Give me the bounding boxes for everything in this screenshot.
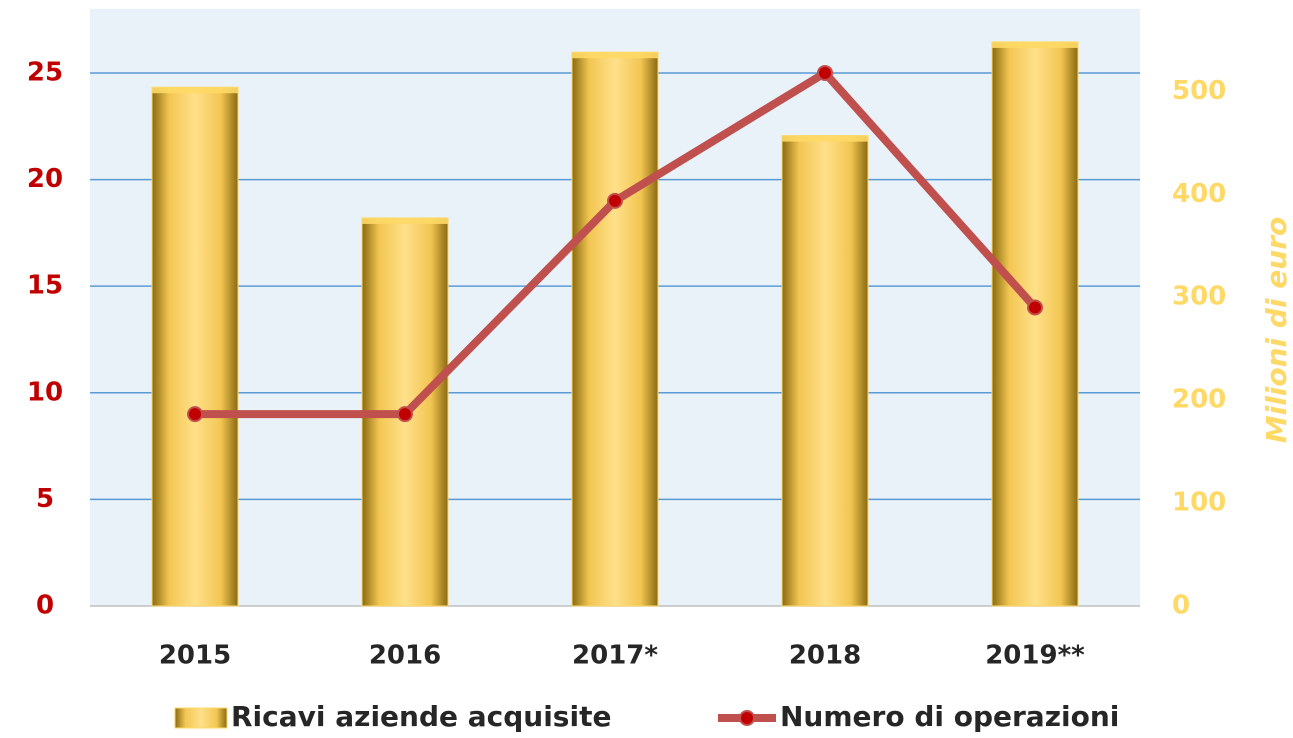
- bar: [151, 86, 239, 607]
- x-tick-label: 2016: [369, 641, 441, 671]
- bar-top: [362, 217, 448, 224]
- y-tick-label: 0: [36, 591, 54, 621]
- line-marker: [187, 406, 203, 423]
- line-marker: [397, 406, 413, 423]
- y-tick-label: 10: [27, 377, 63, 407]
- bar: [571, 51, 659, 607]
- y-tick-label: 25: [27, 57, 63, 87]
- legend-label: Numero di operazioni: [780, 700, 1119, 733]
- line-marker: [607, 192, 623, 209]
- y2-tick-label: 500: [1172, 76, 1226, 106]
- y-tick-label: 5: [36, 484, 54, 514]
- legend-swatch: [174, 707, 228, 729]
- y2-tick-label: 0: [1172, 591, 1190, 621]
- bar-top: [782, 135, 868, 142]
- y2-tick-label: 100: [1172, 488, 1226, 518]
- y2-tick-label: 300: [1172, 282, 1226, 312]
- legend-label: Ricavi aziende acquisite: [231, 700, 611, 733]
- legend-marker: [739, 710, 755, 726]
- y-tick-label: 20: [27, 164, 63, 194]
- line-marker: [1027, 299, 1043, 316]
- bar-top: [572, 52, 658, 59]
- y2-tick-label: 200: [1172, 385, 1226, 415]
- x-tick-label: 2017*: [572, 641, 658, 671]
- x-tick-label: 2015: [159, 641, 231, 671]
- y-tick-label: 15: [27, 271, 63, 301]
- y2-axis-label: Milioni di euro: [1260, 217, 1293, 444]
- bar: [781, 135, 869, 607]
- line-marker: [817, 64, 833, 81]
- x-tick-label: 2018: [789, 641, 861, 671]
- x-tick-label: 2019**: [985, 641, 1085, 671]
- bar: [991, 41, 1079, 607]
- bar-top: [152, 87, 238, 94]
- y2-tick-label: 400: [1172, 179, 1226, 209]
- bar-top: [992, 41, 1078, 48]
